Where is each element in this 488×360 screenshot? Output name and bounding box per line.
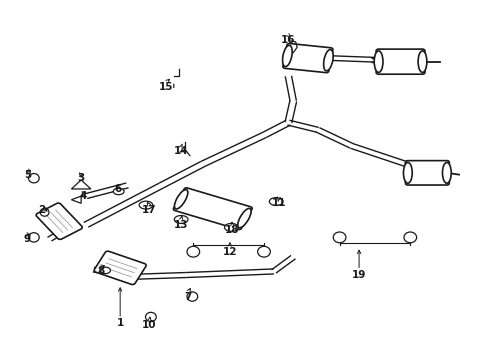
- Text: 15: 15: [159, 82, 173, 92]
- Text: 10: 10: [142, 320, 156, 330]
- Ellipse shape: [403, 232, 416, 243]
- Text: 8: 8: [97, 266, 104, 276]
- Ellipse shape: [28, 233, 39, 242]
- Text: 3: 3: [78, 173, 84, 183]
- Ellipse shape: [101, 267, 110, 274]
- Text: 12: 12: [222, 247, 237, 257]
- Text: 1: 1: [116, 319, 123, 328]
- Text: 16: 16: [281, 35, 295, 45]
- Ellipse shape: [323, 50, 332, 71]
- Ellipse shape: [269, 198, 283, 206]
- Ellipse shape: [186, 246, 199, 257]
- Ellipse shape: [442, 162, 450, 183]
- Ellipse shape: [224, 224, 238, 231]
- Text: 4: 4: [80, 191, 87, 201]
- Polygon shape: [71, 180, 91, 189]
- Text: 14: 14: [173, 146, 188, 156]
- Text: 13: 13: [174, 220, 188, 230]
- Text: 7: 7: [184, 292, 192, 302]
- Ellipse shape: [186, 292, 197, 301]
- Text: 17: 17: [142, 206, 157, 216]
- Text: 5: 5: [24, 170, 31, 180]
- Ellipse shape: [174, 216, 187, 224]
- FancyBboxPatch shape: [173, 188, 252, 230]
- Text: 11: 11: [271, 198, 285, 208]
- Ellipse shape: [40, 208, 49, 216]
- FancyBboxPatch shape: [375, 49, 424, 74]
- Ellipse shape: [113, 188, 124, 195]
- Polygon shape: [71, 196, 81, 203]
- Ellipse shape: [403, 162, 411, 183]
- FancyBboxPatch shape: [94, 251, 146, 285]
- FancyBboxPatch shape: [405, 161, 448, 185]
- Ellipse shape: [28, 174, 39, 183]
- Text: 2: 2: [39, 206, 46, 216]
- Ellipse shape: [237, 208, 251, 228]
- Text: 9: 9: [24, 234, 31, 244]
- FancyBboxPatch shape: [36, 203, 82, 239]
- Ellipse shape: [332, 232, 345, 243]
- Ellipse shape: [417, 51, 426, 72]
- Ellipse shape: [145, 312, 156, 321]
- Ellipse shape: [257, 246, 270, 257]
- Text: 6: 6: [114, 184, 121, 194]
- Ellipse shape: [139, 201, 153, 209]
- FancyBboxPatch shape: [282, 44, 332, 73]
- Ellipse shape: [373, 51, 382, 72]
- Ellipse shape: [174, 190, 187, 209]
- Text: 19: 19: [351, 270, 366, 280]
- Ellipse shape: [282, 45, 291, 67]
- Text: 18: 18: [224, 225, 239, 235]
